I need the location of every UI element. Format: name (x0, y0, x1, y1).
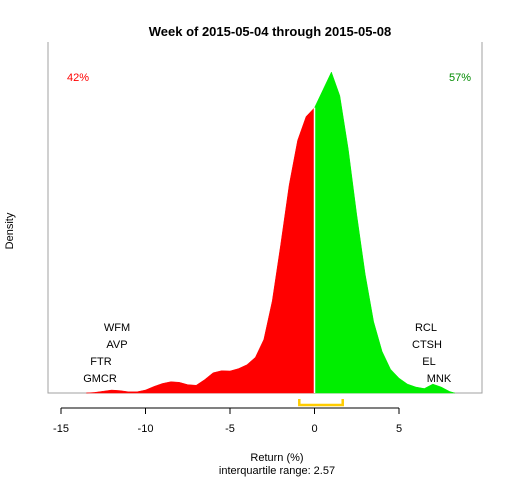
density-area-negative (86, 107, 315, 394)
chart-title: Week of 2015-05-04 through 2015-05-08 (149, 24, 392, 39)
x-axis-ticks: -15 -10 -5 0 5 (53, 408, 402, 435)
right-ticker-label: MNK (427, 373, 452, 385)
x-tick-label: -10 (138, 423, 154, 435)
x-tick-label: 5 (396, 423, 402, 435)
iqr-subtitle: interquartile range: 2.57 (219, 465, 335, 477)
y-axis-label: Density (4, 212, 16, 249)
positive-percent-label: 57% (449, 72, 471, 84)
left-ticker-labels: WFM AVP FTR GMCR (83, 322, 130, 385)
x-tick-label: -5 (225, 423, 235, 435)
x-tick-label: -15 (53, 423, 69, 435)
left-ticker-label: GMCR (83, 373, 117, 385)
density-area-positive (314, 71, 455, 394)
right-ticker-label: CTSH (412, 339, 442, 351)
x-tick-label: 0 (311, 423, 317, 435)
right-ticker-label: EL (422, 356, 435, 368)
left-ticker-label: WFM (104, 322, 130, 334)
right-ticker-label: RCL (415, 322, 437, 334)
negative-percent-label: 42% (67, 72, 89, 84)
x-axis-label: Return (%) (250, 452, 303, 464)
plot-area (47, 42, 483, 407)
left-ticker-label: FTR (90, 356, 111, 368)
right-ticker-labels: RCL CTSH EL MNK (412, 322, 452, 385)
left-ticker-label: AVP (106, 339, 127, 351)
iqr-bracket (298, 399, 344, 407)
